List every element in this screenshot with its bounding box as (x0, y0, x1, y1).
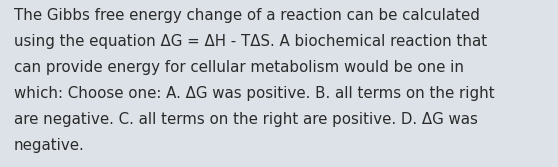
Text: are negative. C. all terms on the right are positive. D. ΔG was: are negative. C. all terms on the right … (14, 112, 478, 127)
Text: using the equation ΔG = ΔH - TΔS. A biochemical reaction that: using the equation ΔG = ΔH - TΔS. A bioc… (14, 34, 487, 49)
Text: can provide energy for cellular metabolism would be one in: can provide energy for cellular metaboli… (14, 60, 464, 75)
Text: The Gibbs free energy change of a reaction can be calculated: The Gibbs free energy change of a reacti… (14, 8, 480, 23)
Text: negative.: negative. (14, 138, 85, 153)
Text: which: Choose one: A. ΔG was positive. B. all terms on the right: which: Choose one: A. ΔG was positive. B… (14, 86, 494, 101)
